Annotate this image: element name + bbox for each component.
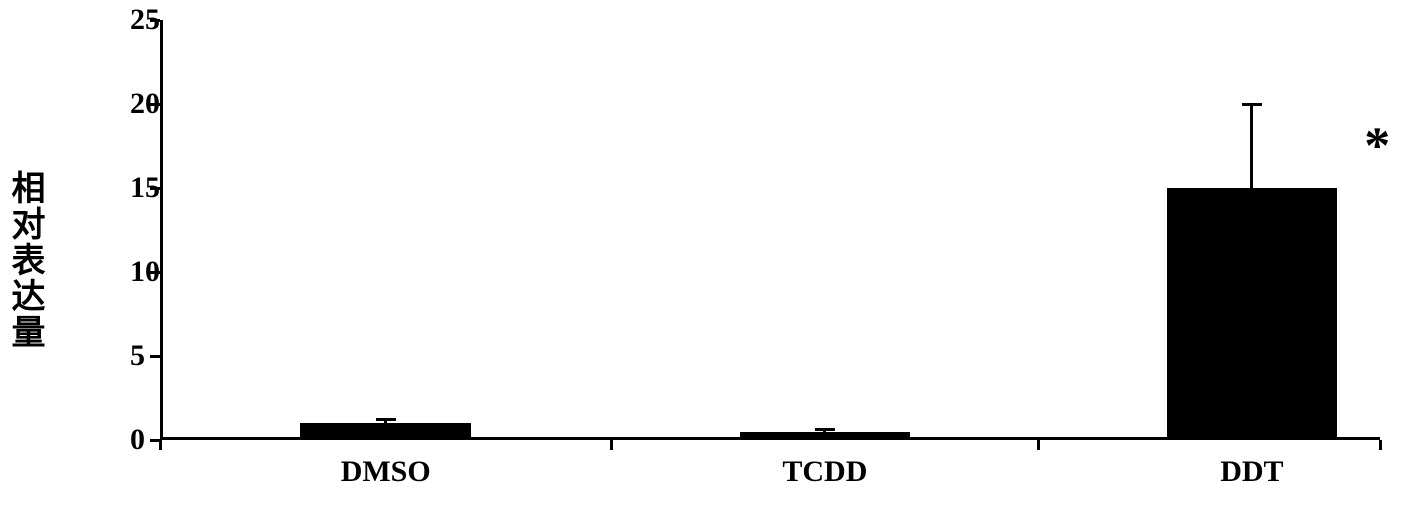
bar: [300, 423, 471, 440]
error-cap: [1242, 103, 1262, 106]
y-tick-label: 0: [130, 423, 140, 457]
plot-area: 0510152025*: [160, 20, 1380, 440]
x-tick: [610, 440, 613, 450]
bar-chart: 相对表达量 0510152025* DMSOTCDDDDT: [0, 0, 1424, 520]
error-cap: [815, 428, 835, 431]
error-whisker: [1250, 104, 1253, 188]
x-category-label: DMSO: [341, 455, 431, 489]
y-tick-label: 25: [130, 3, 140, 37]
y-tick-label: 20: [130, 87, 140, 121]
bar: [1167, 188, 1338, 440]
significance-marker: *: [1364, 117, 1390, 176]
y-tick-label: 15: [130, 171, 140, 205]
x-tick: [1037, 440, 1040, 450]
x-tick: [159, 440, 162, 450]
x-category-label: DDT: [1220, 455, 1283, 489]
y-axis-label: 相对表达量: [0, 170, 49, 350]
x-tick: [1379, 440, 1382, 450]
error-cap: [376, 418, 396, 421]
y-axis: [160, 20, 163, 440]
bar: [740, 432, 911, 440]
y-tick-label: 10: [130, 255, 140, 289]
x-category-label: TCDD: [782, 455, 867, 489]
y-tick: [150, 355, 160, 358]
y-tick-label: 5: [130, 339, 140, 373]
